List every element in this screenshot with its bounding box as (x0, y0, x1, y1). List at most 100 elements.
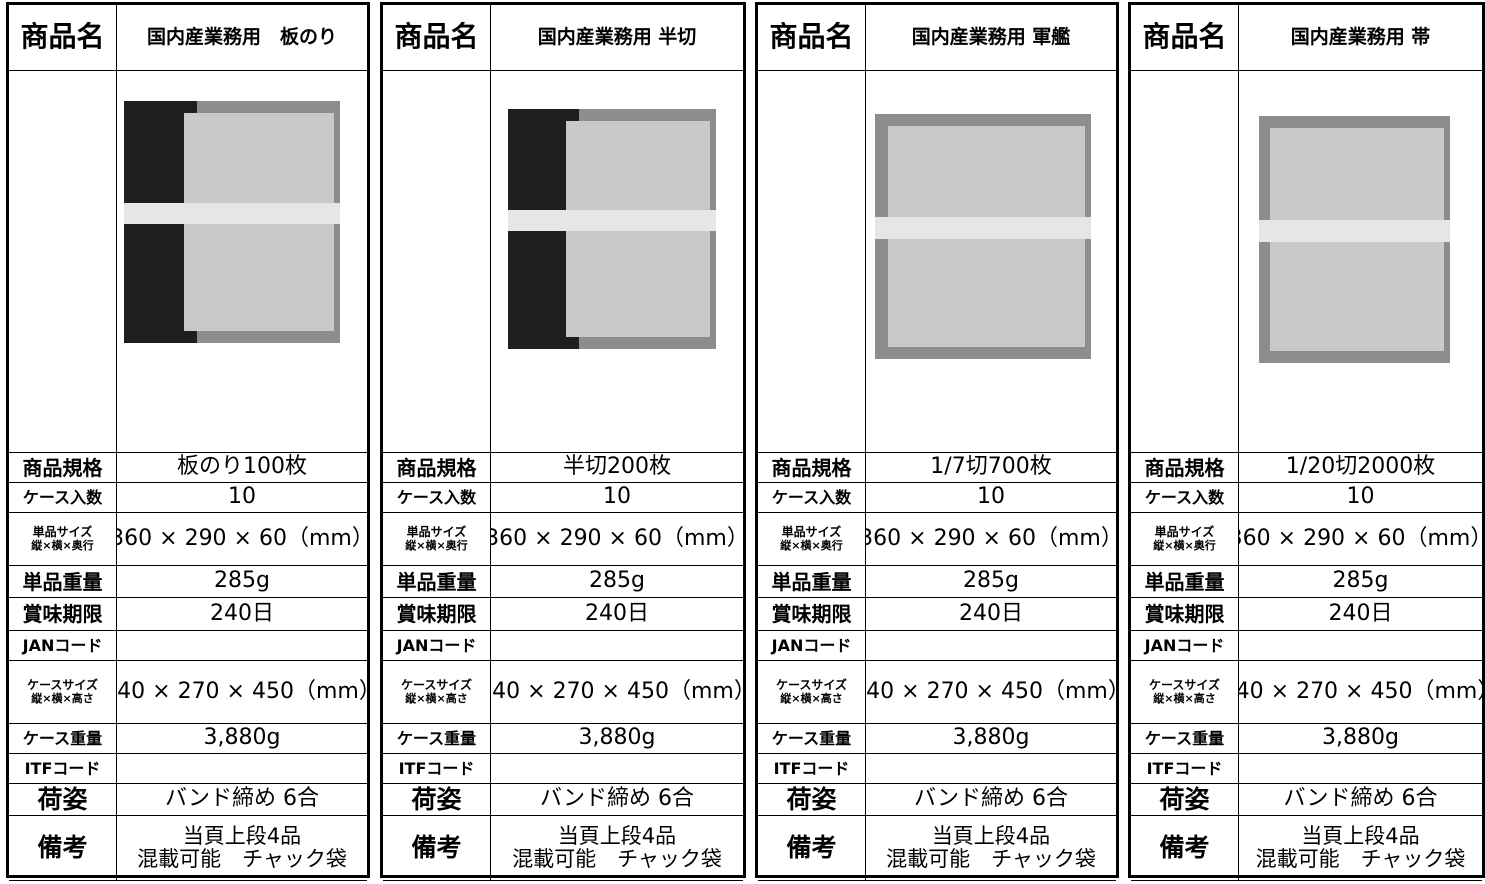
row-label: 賞味期限 (9, 598, 117, 631)
row-value: 3,880g (117, 724, 367, 754)
row-value (117, 631, 367, 661)
row-value: 板のり100枚 (117, 453, 367, 483)
row-label-text: 商品規格 (771, 455, 852, 480)
image-cell (491, 71, 743, 453)
band (875, 216, 1091, 239)
row-value (1239, 631, 1482, 661)
row-value: 340 × 270 × 450（mm） (866, 661, 1116, 724)
image-cell (117, 71, 367, 453)
image-cell (1239, 71, 1482, 453)
row-label-text: 賞味期限 (22, 602, 103, 626)
row-label: ケースサイズ 縦×横×高さ (9, 661, 117, 724)
row-value-text: 混載可能 チャック袋 (1255, 847, 1466, 871)
row-value: 3,880g (491, 724, 743, 754)
header-label: 商品名 (9, 5, 117, 71)
product-panel: 商品名 国内産業務用 板のり 商品規格 板のり100枚 ケース入数 10 単品サイズ 縦×横×… (6, 2, 370, 881)
row-label-text: 賞味期限 (1144, 602, 1225, 626)
row-label-text: 縦×横×高さ (1153, 691, 1216, 705)
row-value: 10 (117, 483, 367, 513)
row-value-text: バンド締め 6合 (164, 786, 320, 812)
row-label: 単品重量 (9, 566, 117, 598)
row-label-text: ケース重量 (1144, 728, 1225, 748)
row-label: ケース重量 (758, 724, 866, 754)
product-image (508, 109, 716, 349)
row-value-text: 285g (1332, 568, 1389, 594)
row-value: 半切200枚 (491, 453, 743, 483)
row-value-text: 10 (977, 484, 1005, 510)
row-label: JANコード (758, 631, 866, 661)
row-value: 285g (117, 566, 367, 598)
row-value-text: 340 × 270 × 450（mm） (866, 678, 1116, 704)
row-value (491, 631, 743, 661)
row-label-text: 荷姿 (1159, 784, 1210, 814)
row-label-text: ケース入数 (396, 487, 477, 507)
row-label: ITFコード (1131, 754, 1239, 784)
row-label-text: 縦×横×高さ (31, 691, 94, 705)
row-label-text: 賞味期限 (396, 602, 477, 626)
row-value (866, 754, 1116, 784)
row-label-text: 縦×横×奥行 (1153, 538, 1216, 552)
row-label-text: 賞味期限 (771, 602, 852, 626)
product-name-text: 国内産業務用 板のり (146, 26, 337, 49)
product-name: 国内産業務用 軍艦 (866, 5, 1116, 71)
row-value: 1/20切2000枚 (1239, 453, 1482, 483)
row-value-text: 1/7切700枚 (930, 454, 1052, 480)
row-label-text: 備考 (786, 833, 837, 863)
row-label-text: 単品重量 (1144, 569, 1225, 594)
row-label-text: 単品サイズ (781, 525, 842, 540)
row-value: 360 × 290 × 60（mm） (1239, 513, 1482, 566)
image-label-cell (9, 71, 117, 453)
row-value: 340 × 270 × 450（mm） (491, 661, 743, 724)
row-label: 備考 (758, 816, 866, 881)
row-value-text: バンド締め 6合 (913, 786, 1069, 812)
row-value-text: 混載可能 チャック袋 (886, 847, 1096, 871)
row-label-text: 縦×横×奥行 (780, 538, 843, 552)
row-label: JANコード (1131, 631, 1239, 661)
row-label: ITFコード (383, 754, 491, 784)
row-value: 3,880g (1239, 724, 1482, 754)
row-value-text: 板のり100枚 (177, 454, 307, 480)
row-value-text: 360 × 290 × 60（mm） (491, 525, 743, 551)
row-label: ケース入数 (758, 483, 866, 513)
header-label: 商品名 (758, 5, 866, 71)
header-label-text: 商品名 (394, 20, 479, 54)
row-label-text: 商品規格 (1144, 455, 1225, 480)
row-value-text: 混載可能 チャック袋 (137, 847, 347, 871)
row-label-text: ケースサイズ (400, 678, 473, 693)
row-value-text: バンド締め 6合 (539, 786, 695, 812)
product-name-text: 国内産業務用 軍艦 (911, 26, 1071, 49)
row-label-text: 縦×横×高さ (780, 691, 843, 705)
row-value: 当頁上段4品 混載可能 チャック袋 (117, 816, 367, 881)
row-label: ケースサイズ 縦×横×高さ (758, 661, 866, 724)
product-panel: 商品名 国内産業務用 半切 商品規格 半切200枚 ケース入数 10 単品サイズ 縦×横×奥行… (380, 2, 746, 881)
product-name: 国内産業務用 半切 (491, 5, 743, 71)
image-label-cell (1131, 71, 1239, 453)
row-label: ITFコード (758, 754, 866, 784)
row-value-text: 1/20切2000枚 (1285, 454, 1436, 480)
row-label-text: 商品規格 (396, 455, 477, 480)
row-label-text: ケース重量 (396, 728, 477, 748)
row-value: 360 × 290 × 60（mm） (866, 513, 1116, 566)
row-value: 1/7切700枚 (866, 453, 1116, 483)
row-value-text: 3,880g (952, 725, 1030, 751)
row-label-text: 備考 (1159, 833, 1210, 863)
header-label-text: 商品名 (20, 20, 105, 54)
header-label: 商品名 (1131, 5, 1239, 71)
row-value-text: 285g (214, 568, 270, 594)
row-value: バンド締め 6合 (491, 784, 743, 816)
row-label-text: JANコード (1144, 635, 1225, 655)
row-label: ケース入数 (1131, 483, 1239, 513)
row-label-text: 縦×横×奥行 (405, 538, 468, 552)
row-label-text: 荷姿 (786, 784, 837, 814)
row-value-text: 240日 (585, 600, 649, 626)
row-label-text: ケース入数 (22, 487, 103, 507)
row-value: 240日 (117, 598, 367, 631)
row-label: 単品サイズ 縦×横×奥行 (1131, 513, 1239, 566)
row-label: JANコード (383, 631, 491, 661)
band (1259, 219, 1450, 242)
image-label-cell (758, 71, 866, 453)
row-value-text: 当頁上段4品 (182, 823, 302, 848)
row-value: 285g (1239, 566, 1482, 598)
row-value-text: 340 × 270 × 450（mm） (117, 678, 367, 704)
row-label: 単品重量 (758, 566, 866, 598)
